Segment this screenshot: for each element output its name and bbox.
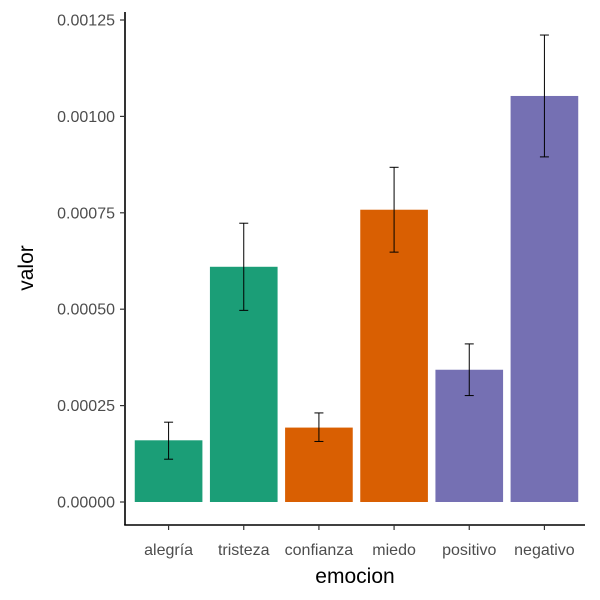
y-tick-label-1: 0.00025 [57, 398, 115, 415]
x-tick-label-3: miedo [372, 542, 416, 559]
y-tick-label-4: 0.00100 [57, 109, 115, 126]
y-axis-title: valor [15, 245, 38, 291]
bar-3 [360, 209, 428, 502]
error-bars-layer [164, 34, 549, 460]
x-tick-label-0: alegría [144, 542, 193, 559]
x-tick-label-2: confianza [285, 542, 354, 559]
x-tick-label-5: negativo [514, 542, 575, 559]
bar-5 [510, 95, 579, 503]
bars-layer [134, 95, 579, 503]
error-bar-2 [314, 412, 324, 442]
error-bar-0 [164, 421, 174, 460]
error-bar-4 [464, 343, 474, 397]
x-tick-label-1: tristeza [218, 542, 270, 559]
x-axis-title: emocion [315, 565, 394, 588]
error-bar-1 [239, 222, 249, 311]
y-tick-label-2: 0.00050 [57, 302, 115, 319]
x-tick-label-4: positivo [442, 542, 496, 559]
x-ticks-layer: alegría tristeza confianza miedo positivo neg… [144, 525, 575, 559]
y-tick-label-5: 0.00125 [57, 13, 115, 30]
y-ticks-layer: 0.00000 0.00025 0.00050 0.00075 0.00100 0.001… [57, 13, 125, 512]
y-tick-label-0: 0.00000 [57, 495, 115, 512]
y-tick-label-3: 0.00075 [57, 205, 115, 222]
error-bar-3 [389, 166, 399, 253]
error-bar-5 [539, 34, 549, 158]
